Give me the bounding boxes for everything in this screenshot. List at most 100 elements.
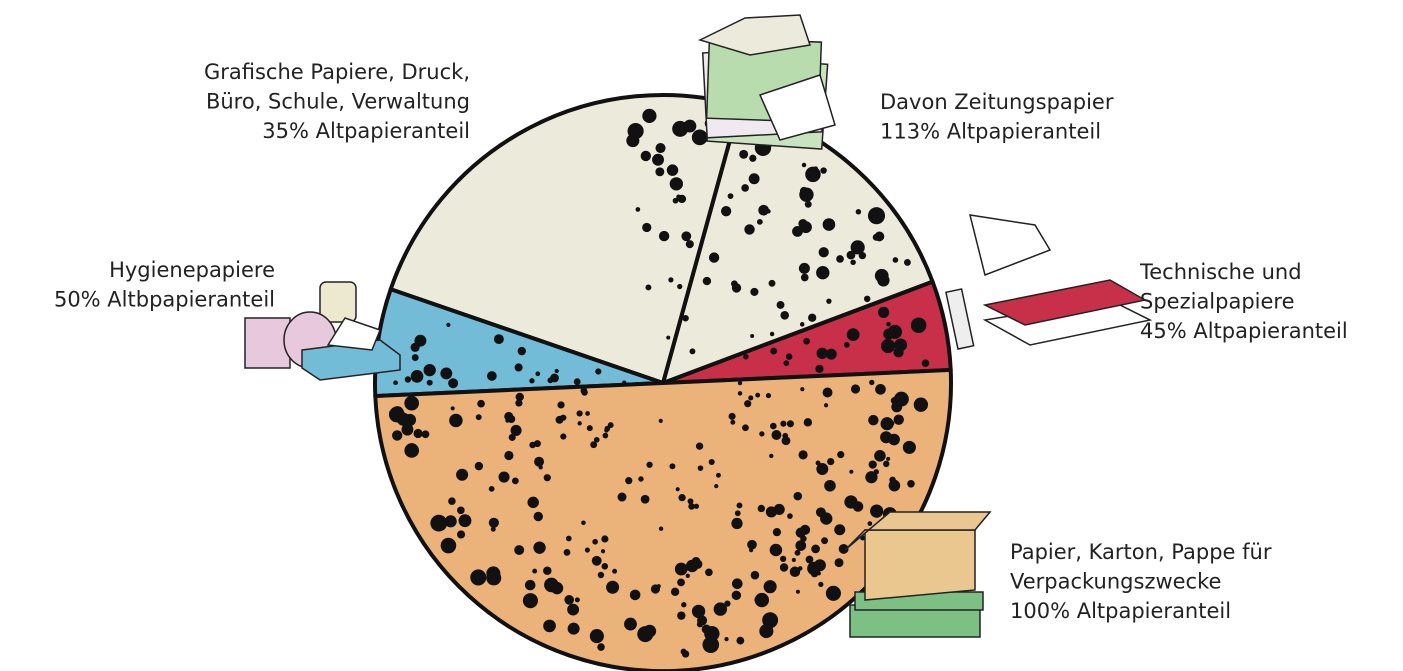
dot	[798, 450, 808, 460]
dot	[677, 194, 687, 204]
dot	[888, 479, 901, 492]
dot	[708, 252, 720, 263]
dot	[448, 378, 459, 389]
dot	[696, 621, 704, 628]
dot	[488, 517, 499, 528]
dot	[715, 472, 721, 478]
dot	[795, 540, 807, 551]
dot	[655, 142, 666, 154]
dot	[907, 479, 915, 488]
dot-pattern	[388, 108, 930, 658]
dot	[507, 415, 516, 423]
dot	[508, 433, 516, 441]
slice-label: Hygienepapiere	[109, 258, 275, 282]
dot	[799, 322, 805, 327]
dot	[655, 167, 665, 177]
dot	[685, 573, 690, 578]
dot	[617, 492, 627, 502]
dot	[677, 283, 683, 290]
dot	[886, 321, 891, 327]
dot	[697, 465, 704, 471]
dot	[669, 177, 683, 191]
dot	[645, 284, 652, 291]
dot	[393, 380, 398, 386]
slice-label: 100% Altpapieranteil	[1010, 599, 1231, 623]
dot	[731, 517, 743, 530]
dot	[490, 526, 496, 532]
dot	[658, 526, 664, 531]
dot	[563, 548, 571, 556]
dot	[515, 392, 524, 402]
dot	[601, 535, 609, 543]
dot	[681, 231, 692, 242]
dot	[597, 571, 605, 579]
dot	[591, 555, 602, 566]
slice-label: 45% Altpapieranteil	[1140, 319, 1348, 343]
dot	[807, 561, 821, 576]
dot	[666, 335, 671, 340]
dot	[734, 510, 741, 517]
dot	[586, 425, 593, 432]
dot	[846, 250, 856, 260]
dot	[533, 511, 543, 522]
dot	[440, 367, 453, 380]
dot	[567, 603, 580, 616]
dot	[705, 568, 713, 577]
dot	[421, 430, 430, 439]
dot	[874, 450, 886, 462]
technical-paper-icon	[945, 214, 1153, 350]
dot	[607, 422, 614, 429]
dot	[629, 589, 641, 601]
dot	[597, 643, 605, 651]
dot	[805, 555, 814, 564]
dot	[724, 636, 729, 642]
dot	[748, 173, 760, 185]
dot	[737, 380, 743, 386]
dot	[759, 431, 765, 437]
dot	[883, 460, 890, 468]
dot	[739, 149, 749, 159]
dot	[755, 392, 761, 398]
dot	[785, 353, 793, 360]
dot	[820, 167, 827, 174]
dot	[838, 543, 849, 554]
dot	[510, 424, 522, 436]
slice-label: 35% Altpapieranteil	[262, 119, 470, 143]
dot	[642, 222, 652, 233]
dot	[444, 515, 457, 528]
dot	[870, 504, 884, 518]
dot	[577, 421, 582, 426]
dot	[837, 451, 845, 459]
dot	[791, 557, 796, 562]
dot	[741, 184, 749, 192]
dot	[685, 559, 699, 573]
dot	[693, 503, 700, 509]
dot	[821, 537, 829, 545]
dot	[404, 443, 420, 458]
dot	[604, 428, 609, 433]
dot	[666, 164, 679, 176]
dot	[776, 301, 785, 309]
dot	[713, 602, 728, 616]
dot	[498, 471, 510, 483]
dot	[815, 364, 824, 373]
dot	[728, 412, 736, 420]
dot	[769, 543, 783, 557]
dot	[850, 240, 865, 255]
dot	[430, 514, 448, 532]
dot	[880, 338, 896, 354]
dot	[815, 507, 826, 518]
dot	[803, 418, 813, 427]
dot	[388, 406, 405, 423]
dot	[640, 494, 650, 504]
dot	[849, 469, 854, 474]
dot	[793, 491, 803, 501]
dot	[689, 348, 696, 355]
dot	[426, 379, 433, 386]
slice-label: 113% Altpapieranteil	[880, 120, 1101, 144]
dot	[669, 463, 676, 470]
dot	[724, 600, 731, 607]
dot	[750, 333, 755, 339]
dot	[677, 611, 686, 620]
dot	[517, 346, 526, 356]
